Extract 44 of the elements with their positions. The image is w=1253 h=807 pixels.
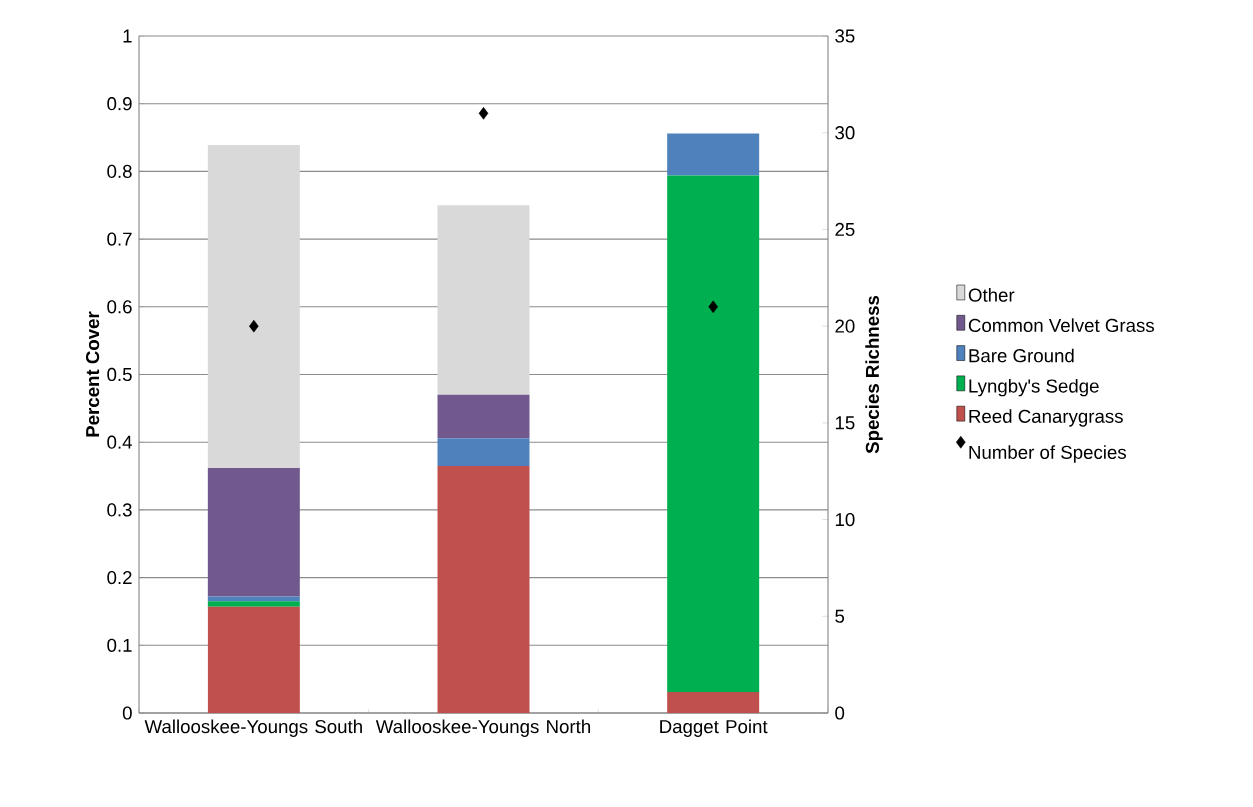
y2-tick-label: 5 (835, 609, 845, 623)
y-tick-label: 0.7 (107, 232, 132, 246)
legend-label: Number of Species (969, 445, 1126, 463)
bar (207, 606, 300, 713)
bar (207, 601, 300, 607)
bar (437, 465, 530, 713)
bar (667, 133, 760, 176)
y2-tick-label: 30 (835, 126, 855, 140)
y2-tick-label: 0 (835, 706, 845, 720)
bar (437, 205, 530, 395)
bar (667, 692, 760, 713)
y2-axis-title: Species Richness (865, 295, 883, 454)
point (708, 300, 718, 314)
y2-tick-label: 10 (835, 512, 855, 527)
y2-tick-label: 35 (835, 29, 855, 43)
y-tick-label: 0.5 (107, 367, 132, 382)
point (478, 107, 489, 120)
y-tick-label: 0.8 (107, 164, 132, 179)
y-tick-label: 0 (122, 706, 132, 720)
bar (207, 144, 300, 468)
legend-label: Bare Ground (969, 348, 1074, 363)
legend-label: Reed Canarygrass (969, 409, 1123, 427)
bar (667, 175, 760, 693)
y-tick-label: 0.3 (107, 503, 132, 517)
y2-tick-label: 25 (835, 222, 855, 237)
legend-label: Lyngby's Sedge (969, 378, 1099, 397)
y-tick-label: 0.1 (107, 638, 132, 652)
y-tick-label: 0.2 (107, 570, 132, 585)
y-tick-label: 0.4 (107, 435, 132, 449)
legend-label: Common Velvet Grass (968, 318, 1154, 333)
point (249, 319, 259, 333)
bar (437, 394, 530, 439)
y2-tick-label: 15 (835, 416, 855, 430)
y-tick-label: 0.6 (107, 300, 132, 314)
x-tick-label: Wallooskee-Youngs North (375, 719, 590, 737)
y-axis-title: Percent Cover (85, 311, 100, 437)
x-tick-label: Dagget Point (660, 719, 768, 737)
x-tick-label: Wallooskee-Youngs South (144, 719, 362, 737)
bar (207, 467, 300, 597)
y-tick-label: 0.9 (107, 97, 132, 111)
bar (437, 438, 530, 466)
y2-tick-label: 20 (835, 319, 855, 333)
legend-label: Other (968, 288, 1015, 302)
y-tick-label: 1 (123, 29, 132, 43)
